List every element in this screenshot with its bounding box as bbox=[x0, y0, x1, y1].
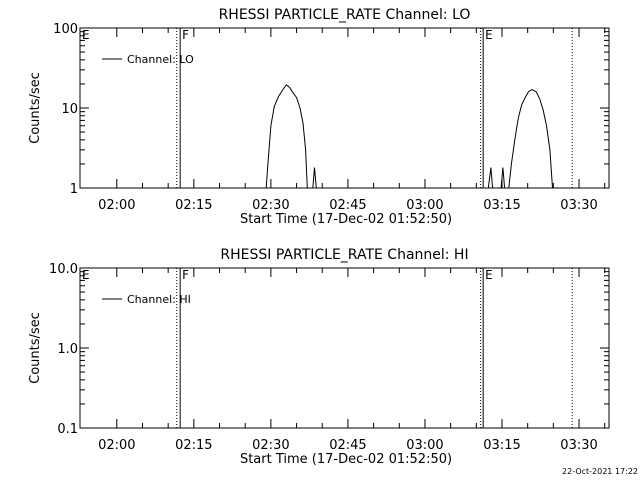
x-tick-label: 03:30 bbox=[560, 438, 597, 453]
series-line bbox=[265, 84, 553, 189]
legend-entry: Channel: LO bbox=[127, 53, 194, 66]
axes-frame bbox=[79, 267, 610, 429]
x-tick-label: 02:00 bbox=[98, 198, 135, 213]
region-label-e: E bbox=[82, 268, 90, 282]
region-label-f: F bbox=[182, 28, 189, 42]
footer-timestamp: 22-Oct-2021 17:22 bbox=[562, 467, 638, 476]
x-tick-label: 02:30 bbox=[252, 198, 289, 213]
region-label-e: E bbox=[82, 28, 90, 42]
region-label-f: F bbox=[182, 268, 189, 282]
x-tick-label: 02:45 bbox=[329, 198, 366, 213]
y-axis-label: Counts/sec bbox=[28, 72, 43, 144]
x-axis-label: Start Time (17-Dec-02 01:52:50) bbox=[240, 212, 452, 227]
y-tick-label: 1 bbox=[70, 182, 78, 197]
region-label-e: E bbox=[485, 28, 493, 42]
chart-panel-0: RHESSI PARTICLE_RATE Channel: LO 1 10 100 Co… bbox=[28, 7, 610, 227]
chart-title: RHESSI PARTICLE_RATE Channel: HI bbox=[220, 247, 468, 263]
region-label-e: E bbox=[485, 268, 493, 282]
y-tick-label: 100 bbox=[53, 22, 78, 37]
x-tick-label: 02:00 bbox=[98, 438, 135, 453]
x-tick-label: 02:15 bbox=[175, 438, 212, 453]
x-tick-label: 03:00 bbox=[406, 198, 443, 213]
x-tick-label: 03:30 bbox=[560, 198, 597, 213]
chart-title: RHESSI PARTICLE_RATE Channel: LO bbox=[219, 7, 471, 23]
x-tick-label: 02:45 bbox=[329, 438, 366, 453]
legend-entry: Channel: HI bbox=[127, 293, 191, 306]
x-tick-label: 03:00 bbox=[406, 438, 443, 453]
y-tick-label: 10 bbox=[61, 102, 78, 117]
x-tick-label: 03:15 bbox=[483, 198, 520, 213]
chart-panel-1: RHESSI PARTICLE_RATE Channel: HI 0.1 1.0 10… bbox=[28, 247, 610, 467]
x-tick-label: 02:30 bbox=[252, 438, 289, 453]
y-axis-label: Counts/sec bbox=[28, 312, 43, 384]
x-tick-label: 03:15 bbox=[483, 438, 520, 453]
axes-frame bbox=[79, 27, 610, 189]
x-tick-label: 02:15 bbox=[175, 198, 212, 213]
y-tick-label: 0.1 bbox=[57, 422, 78, 437]
x-axis-label: Start Time (17-Dec-02 01:52:50) bbox=[240, 452, 452, 467]
y-tick-label: 1.0 bbox=[57, 342, 78, 357]
y-tick-label: 10.0 bbox=[49, 262, 78, 277]
